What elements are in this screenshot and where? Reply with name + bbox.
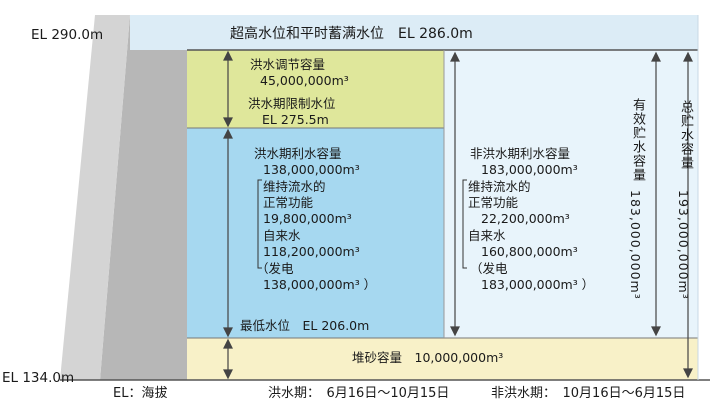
- legend-elevation: EL：海拔: [113, 386, 168, 401]
- nonflood-period-dates: 非洪水期： 10月16日～6月15日: [491, 386, 686, 401]
- top-band: [130, 15, 698, 50]
- flood-capacity-value: 45,000,000m³: [260, 73, 349, 88]
- nonflood-power-label: （发电: [470, 261, 508, 276]
- dam-body-side: [60, 15, 130, 380]
- nonflood-water-value: 160,800,000m³: [481, 244, 578, 259]
- nonflood-power-value: 183,000,000m³ ）: [481, 277, 595, 292]
- nonflood-use-total: 183,000,000m³: [481, 162, 578, 177]
- flood-zone: [187, 50, 444, 128]
- header-water-level: 超高水位和平时蓄满水位 EL 286.0m: [230, 26, 473, 42]
- flood-water-label: 自来水: [263, 228, 301, 243]
- right-arrows: [450, 51, 693, 379]
- nonflood-maint-label-2: 正常功能: [468, 195, 519, 210]
- elevation-bottom-label: EL 134.0m: [2, 370, 75, 386]
- gross-capacity-value: 193,000,000m³: [676, 190, 691, 300]
- flood-use-total: 138,000,000m³: [263, 162, 360, 177]
- nonflood-maint-label-1: 维持流水的: [468, 179, 531, 194]
- left-arrows: [223, 50, 233, 380]
- sediment-zone: [187, 338, 698, 380]
- flood-power-label: （发电: [256, 261, 294, 276]
- effective-capacity-value: 183,000,000m³: [628, 190, 643, 300]
- flood-maint-label-2: 正常功能: [263, 195, 314, 210]
- use-zone-left: [187, 128, 444, 338]
- flood-capacity-label: 洪水调节容量: [250, 57, 326, 72]
- flood-maint-label-1: 维持流水的: [263, 179, 326, 194]
- min-water-level: 最低水位 EL 206.0m: [240, 318, 370, 333]
- flood-use-title: 洪水期利水容量: [254, 146, 342, 161]
- flood-maint-value: 19,800,000m³: [263, 211, 352, 226]
- nonflood-use-title: 非洪水期利水容量: [470, 146, 571, 161]
- elevation-top-label: EL 290.0m: [31, 27, 104, 43]
- flood-power-value: 138,000,000m³ ）: [263, 277, 377, 292]
- effective-capacity-label: 有效贮水容量: [630, 98, 645, 182]
- flood-limit-value: EL 275.5m: [262, 112, 329, 127]
- dam-body-front: [100, 15, 187, 380]
- flood-period-dates: 洪水期： 6月16日～10月15日: [268, 386, 450, 401]
- nonflood-maint-value: 22,200,000m³: [481, 211, 570, 226]
- flood-water-value: 118,200,000m³: [263, 244, 360, 259]
- sediment-capacity: 堆砂容量 10,000,000m³: [352, 350, 504, 365]
- nonflood-water-label: 自来水: [468, 228, 506, 243]
- gross-capacity-label: 总贮水容量: [678, 100, 693, 170]
- brackets: [257, 179, 467, 269]
- flood-limit-label: 洪水期限制水位: [248, 96, 336, 111]
